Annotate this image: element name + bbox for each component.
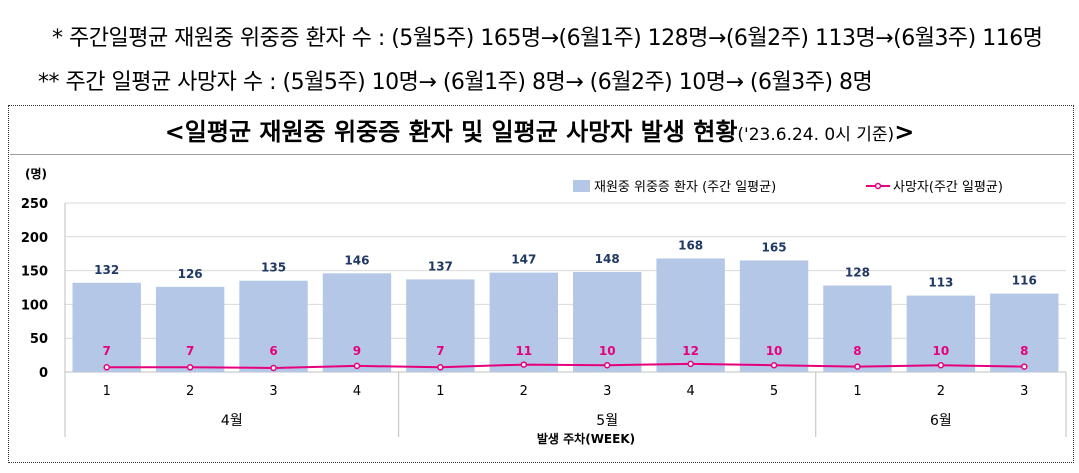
bar-value-label: 128 xyxy=(845,265,870,279)
bar xyxy=(406,279,475,372)
month-label: 4월 xyxy=(221,413,243,429)
bar xyxy=(573,271,642,372)
death-point xyxy=(937,361,945,369)
bar xyxy=(739,260,809,372)
death-value-label: 10 xyxy=(599,344,616,358)
x-tick-label: 1 xyxy=(436,384,444,399)
death-value-label: 12 xyxy=(682,344,699,358)
x-axis-title: 발생 주차(WEEK) xyxy=(537,431,635,446)
death-value-label: 10 xyxy=(933,344,950,358)
bar-value-label: 168 xyxy=(678,238,703,252)
chart-title-close: > xyxy=(894,118,915,146)
bar-value-label: 135 xyxy=(261,261,286,275)
death-point xyxy=(520,361,528,368)
x-tick-label: 5 xyxy=(770,384,778,399)
death-point xyxy=(1021,363,1028,370)
x-tick-label: 4 xyxy=(686,384,694,399)
death-line xyxy=(106,362,1025,369)
month-label: 6월 xyxy=(930,413,952,429)
x-tick-label: 4 xyxy=(353,384,361,399)
death-point xyxy=(854,363,861,370)
note-severe-cases: * 주간일평균 재원중 위중증 환자 수 : (5월5주) 165명→(6월1주… xyxy=(52,26,1043,51)
bar-value-label: 126 xyxy=(178,267,203,281)
x-tick-label: 3 xyxy=(603,384,611,399)
x-tick-label: 2 xyxy=(520,384,528,399)
x-tick-label: 3 xyxy=(269,384,277,399)
y-tick-label: 50 xyxy=(30,332,48,347)
bar xyxy=(489,272,558,372)
chart-frame xyxy=(8,105,1074,463)
death-value-label: 9 xyxy=(353,344,361,358)
bar xyxy=(322,273,392,372)
death-value-label: 11 xyxy=(515,344,532,358)
death-value-label: 8 xyxy=(853,344,861,358)
bar xyxy=(239,280,308,372)
y-tick-label: 0 xyxy=(39,366,48,381)
legend-bar-swatch xyxy=(573,180,590,192)
bar xyxy=(990,293,1059,372)
x-tick-label: 2 xyxy=(186,384,194,399)
y-tick-label: 200 xyxy=(21,231,48,246)
bar-value-label: 116 xyxy=(1012,274,1037,288)
death-point xyxy=(270,364,277,372)
bar-value-label: 147 xyxy=(511,253,536,267)
y-tick-label: 150 xyxy=(21,265,48,280)
y-tick-label: 250 xyxy=(21,197,48,212)
death-value-label: 7 xyxy=(103,344,111,358)
legend-bar-label: 재원중 위중증 환자 (주간 일평균) xyxy=(594,180,776,195)
title-separator xyxy=(10,154,1072,155)
death-point xyxy=(603,361,611,369)
death-value-label: 8 xyxy=(1020,344,1028,358)
bar xyxy=(656,258,725,372)
chart-title: <일평균 재원중 위중증 환자 및 일평균 사망자 발생 현황('23.6.24… xyxy=(0,112,1079,147)
death-point xyxy=(186,364,194,371)
bar-value-label: 132 xyxy=(94,263,119,277)
bar-value-label: 137 xyxy=(428,259,453,273)
death-value-label: 7 xyxy=(436,344,444,358)
y-axis-unit: (명) xyxy=(25,167,47,181)
death-value-label: 6 xyxy=(269,344,277,358)
legend-line-marker xyxy=(874,182,882,190)
chart-title-main: <일평균 재원중 위중증 환자 및 일평균 사망자 발생 현황 xyxy=(164,118,738,146)
x-tick-label: 3 xyxy=(1020,384,1028,399)
bar xyxy=(823,285,892,372)
death-point xyxy=(103,364,110,371)
note-deaths: ** 주간 일평균 사망자 수 : (5월5주) 10명→ (6월1주) 8명→… xyxy=(38,70,873,95)
month-label: 5월 xyxy=(596,413,618,429)
death-value-label: 7 xyxy=(186,344,194,358)
x-tick-label: 2 xyxy=(937,384,945,399)
bar xyxy=(72,282,141,372)
bar-value-label: 165 xyxy=(762,240,787,254)
x-tick-label: 1 xyxy=(853,384,861,399)
legend-line-label: 사망자(주간 일평균) xyxy=(893,180,1003,195)
death-point xyxy=(687,360,694,368)
chart-title-date: ('23.6.24. 0시 기준) xyxy=(737,125,895,145)
death-value-label: 10 xyxy=(766,344,783,358)
death-point xyxy=(437,364,444,371)
bar-value-label: 113 xyxy=(928,276,953,290)
x-tick-label: 1 xyxy=(103,384,111,399)
bar-value-label: 148 xyxy=(595,252,620,266)
death-point xyxy=(353,362,361,370)
bar-value-label: 146 xyxy=(344,253,369,267)
bar xyxy=(906,295,976,372)
death-point xyxy=(770,361,778,369)
y-tick-label: 100 xyxy=(21,298,48,313)
bar xyxy=(155,286,225,372)
